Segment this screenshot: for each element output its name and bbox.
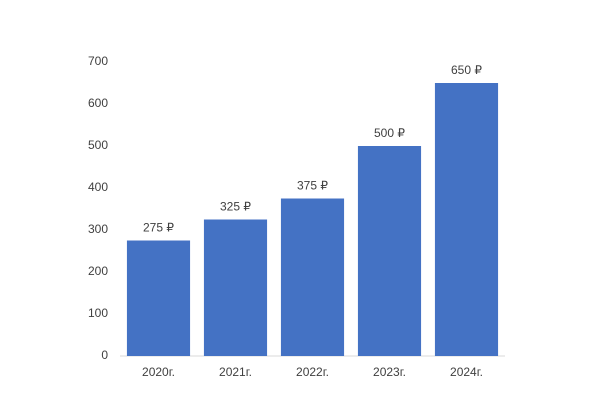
y-tick-label: 700: [88, 54, 108, 68]
y-tick-label: 300: [88, 222, 108, 236]
y-tick-label: 200: [88, 264, 108, 278]
x-tick-label: 2022г.: [296, 365, 329, 379]
y-tick-label: 100: [88, 306, 108, 320]
bar: [280, 198, 345, 356]
y-tick-label: 400: [88, 180, 108, 194]
value-label: 500 ₽: [374, 126, 405, 140]
x-tick-label: 2023г.: [373, 365, 406, 379]
x-tick-label: 2020г.: [142, 365, 175, 379]
bar: [126, 240, 191, 356]
x-tick-label: 2021г.: [219, 365, 252, 379]
bar: [203, 219, 268, 356]
value-label: 325 ₽: [220, 200, 251, 214]
x-tick-label: 2024г.: [450, 365, 483, 379]
value-label: 275 ₽: [143, 221, 174, 235]
bar: [357, 146, 422, 356]
y-tick-label: 600: [88, 96, 108, 110]
value-label: 650 ₽: [451, 63, 482, 77]
bar: [434, 83, 499, 356]
y-tick-label: 500: [88, 138, 108, 152]
y-tick-label: 0: [101, 348, 108, 362]
value-label: 375 ₽: [297, 179, 328, 193]
